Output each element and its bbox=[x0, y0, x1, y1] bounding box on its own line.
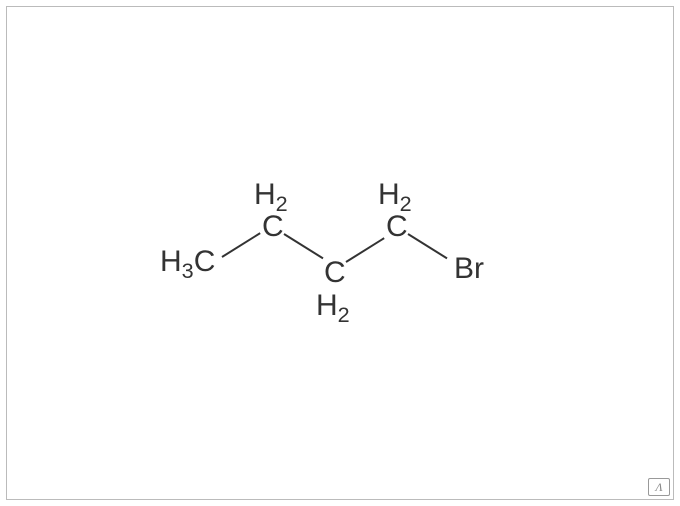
watermark-icon: Λ bbox=[648, 478, 670, 496]
figure-frame bbox=[6, 6, 674, 500]
atom-label-br: Br bbox=[454, 254, 484, 284]
atom-label-c3: C bbox=[386, 212, 408, 242]
atom-label-c2_h2: H2 bbox=[316, 291, 350, 321]
atom-label-c2: C bbox=[324, 258, 346, 288]
atom-label-c1_h2: H2 bbox=[254, 180, 288, 210]
atom-label-c3_h2: H2 bbox=[378, 180, 412, 210]
atom-label-h3c: H3C bbox=[160, 247, 215, 277]
atom-label-c1: C bbox=[262, 212, 284, 242]
